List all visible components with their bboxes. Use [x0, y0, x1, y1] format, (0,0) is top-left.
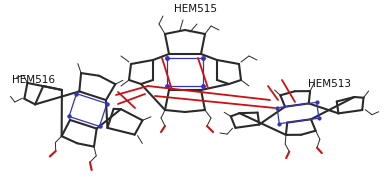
Text: HEM513: HEM513: [308, 79, 351, 89]
Text: HEM515: HEM515: [174, 4, 218, 14]
Text: HEM516: HEM516: [12, 75, 55, 85]
